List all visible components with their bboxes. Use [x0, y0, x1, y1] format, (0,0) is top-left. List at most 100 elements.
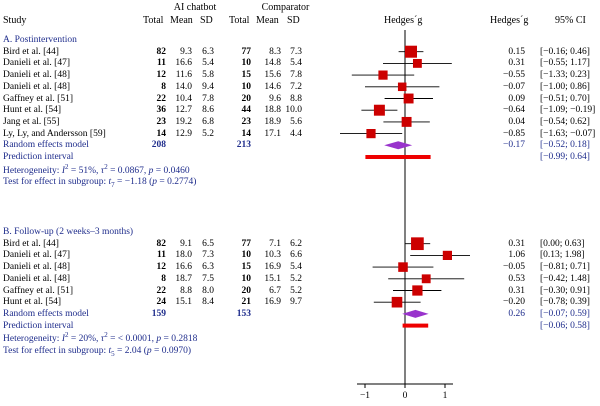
- ci-value: [−0.30; 0.91]: [540, 285, 590, 296]
- comparator-total: 10: [241, 81, 252, 92]
- ci-value: [0.00; 0.63]: [540, 238, 585, 249]
- ai-sd: 5.2: [202, 128, 214, 139]
- hedges-g-value: 0.09: [508, 93, 525, 104]
- study-name: Bird et al. [44]: [3, 46, 59, 57]
- ai-total: 36: [156, 105, 167, 116]
- effect-square: [398, 262, 408, 272]
- heterogeneity-line: Heterogeneity: I2 = 20%, τ2 = < 0.0001, …: [3, 331, 197, 345]
- subgroup-test-line: Test for effect in subgroup: t7 = −1.18 …: [3, 177, 196, 188]
- ai-mean: 8.8: [180, 285, 192, 296]
- comparator-sd: 9.7: [290, 297, 302, 308]
- x-tick-label: 1: [442, 391, 448, 401]
- prediction-interval-label: Prediction interval: [3, 152, 74, 162]
- text-fragment: = 0.0460: [153, 165, 190, 176]
- ci-value: [−1.00; 0.86]: [540, 81, 590, 92]
- comparator-sd: 5.4: [290, 262, 302, 273]
- study-name: Danieli et al. [47]: [3, 250, 71, 261]
- text-fragment: = 20%,: [68, 334, 101, 345]
- effect-square: [403, 93, 414, 104]
- text-fragment: τ: [100, 165, 105, 176]
- prediction-ci: [−0.99; 0.64]: [540, 152, 590, 162]
- comparator-total: 15: [241, 70, 252, 81]
- ai-total: 22: [156, 285, 167, 296]
- ci-value: [−1.09; −0.19]: [540, 105, 596, 116]
- comparator-total: 14: [241, 128, 252, 139]
- hedges-g-value: 0.53: [508, 273, 525, 284]
- study-name: Hunt et al. [54]: [3, 297, 62, 308]
- comparator-total: 77: [241, 238, 252, 249]
- hedges-g-value: −0.05: [503, 262, 525, 273]
- subgroup-test-line: Test for effect in subgroup: t5 = 2.04 (…: [3, 346, 191, 357]
- comparator-sd: 4.4: [290, 128, 302, 139]
- hedges-g-value: 0.31: [508, 285, 525, 296]
- header-mean-1: Mean: [170, 15, 193, 26]
- hedges-g-value: 1.06: [508, 250, 525, 261]
- comparator-total: 10: [241, 58, 252, 69]
- ci-value: [0.13; 1.98]: [540, 250, 585, 261]
- effect-square: [412, 285, 423, 296]
- prediction-interval-label: Prediction interval: [3, 320, 74, 331]
- comparator-mean: 15.1: [264, 273, 281, 284]
- ci-value: [−0.16; 0.46]: [540, 46, 590, 57]
- comparator-mean: 15.6: [264, 70, 281, 81]
- prediction-bar: [402, 323, 429, 328]
- effect-square: [391, 296, 403, 308]
- header-total-2: Total: [229, 15, 250, 26]
- prediction-bar: [365, 155, 431, 159]
- pooled-comparator-total: 153: [236, 308, 251, 319]
- pooled-comparator-total: 213: [236, 140, 251, 151]
- pooled-diamond: [384, 141, 413, 150]
- ci-value: [−1.63; −0.07]: [540, 128, 596, 139]
- header-ai-chatbot: AI chatbot: [173, 2, 217, 13]
- comparator-sd: 5.2: [290, 273, 302, 284]
- header-95-ci: 95% CI: [555, 15, 586, 26]
- ai-total: 8: [161, 81, 166, 92]
- study-name: Ly, Ly, and Andersson [59]: [3, 128, 106, 139]
- random-effects-label: Random effects model: [3, 308, 89, 319]
- ai-mean: 11.6: [175, 70, 192, 81]
- header-comparator: Comparator: [261, 2, 310, 13]
- effect-square: [397, 82, 407, 92]
- study-name: Danieli et al. [48]: [3, 273, 71, 284]
- subgroup-label: A. Postintervention: [3, 35, 77, 45]
- hedges-g-value: 0.31: [508, 238, 525, 249]
- comparator-sd: 7.2: [290, 81, 302, 92]
- pooled-ai-total: 208: [151, 140, 166, 151]
- pooled-hedges-g: 0.26: [508, 308, 525, 319]
- subgroup-label: B. Follow-up (2 weeks–3 months): [3, 227, 134, 237]
- header-hedges-g-plot: Hedges´g: [384, 15, 423, 26]
- ai-mean: 9.1: [180, 238, 192, 249]
- x-tick-label: −1: [359, 391, 371, 401]
- effect-square: [405, 45, 417, 58]
- ai-total: 12: [156, 70, 167, 81]
- ai-total: 11: [157, 250, 166, 261]
- hedges-g-value: 0.15: [508, 46, 525, 57]
- text-fragment: Heterogeneity:: [3, 165, 62, 176]
- text-fragment: 2: [104, 162, 108, 171]
- ai-mean: 18.0: [175, 250, 192, 261]
- effect-square: [373, 104, 385, 116]
- text-fragment: 2: [65, 331, 69, 340]
- ci-value: [−0.78; 0.39]: [540, 297, 590, 308]
- pooled-hedges-g: −0.17: [503, 140, 525, 151]
- text-fragment: Test for effect in subgroup:: [3, 177, 109, 188]
- study-name: Hunt et al. [54]: [3, 105, 62, 116]
- text-fragment: t: [108, 177, 112, 188]
- effect-square: [366, 129, 376, 139]
- text-fragment: = 0.2774): [157, 177, 197, 188]
- study-name: Danieli et al. [48]: [3, 81, 71, 92]
- comparator-mean: 8.3: [269, 46, 281, 57]
- effect-square: [421, 274, 431, 284]
- comparator-total: 20: [241, 93, 252, 104]
- ai-mean: 14.0: [175, 81, 192, 92]
- ai-sd: 7.3: [202, 250, 214, 261]
- ai-sd: 8.6: [202, 105, 214, 116]
- text-fragment: I: [61, 334, 65, 345]
- ai-sd: 8.0: [202, 285, 214, 296]
- study-name: Bird et al. [44]: [3, 238, 59, 249]
- comparator-mean: 10.3: [264, 250, 281, 261]
- ai-total: 14: [156, 128, 167, 139]
- ai-mean: 18.7: [175, 273, 192, 284]
- comparator-mean: 14.6: [264, 81, 281, 92]
